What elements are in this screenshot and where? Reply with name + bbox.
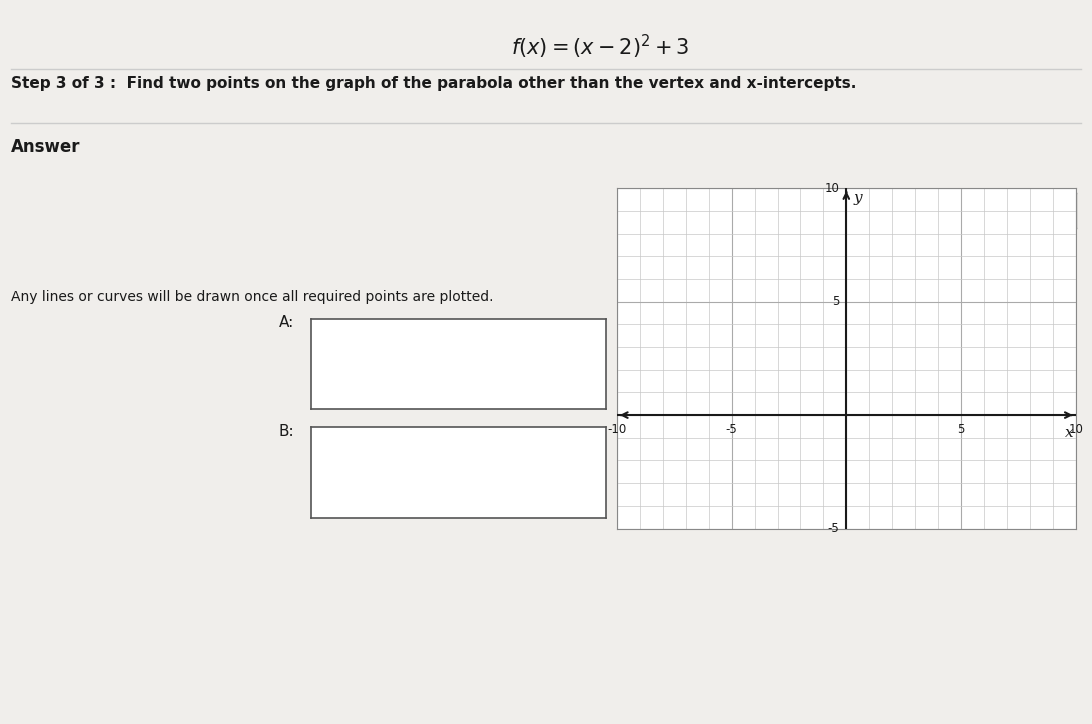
Text: $f(x) = (x - 2)^2 + 3$: $f(x) = (x - 2)^2 + 3$ (511, 33, 690, 61)
Text: x: x (1065, 426, 1073, 440)
Text: Enable Zoom/Pan: Enable Zoom/Pan (936, 204, 1046, 217)
Text: 10: 10 (1068, 423, 1083, 436)
Text: -10: -10 (607, 423, 627, 436)
Text: y: y (853, 190, 862, 204)
Text: -5: -5 (828, 522, 840, 535)
Text: Answer: Answer (11, 138, 81, 156)
Text: 10: 10 (824, 182, 840, 195)
Text: B:: B: (278, 424, 294, 439)
Text: -5: -5 (726, 423, 737, 436)
Text: 5: 5 (958, 423, 964, 436)
Text: 5: 5 (832, 295, 840, 308)
Text: Step 3 of 3 :  Find two points on the graph of the parabola other than the verte: Step 3 of 3 : Find two points on the gra… (11, 76, 856, 91)
Text: A:: A: (278, 315, 294, 330)
Text: Any lines or curves will be drawn once all required points are plotted.: Any lines or curves will be drawn once a… (11, 290, 494, 303)
